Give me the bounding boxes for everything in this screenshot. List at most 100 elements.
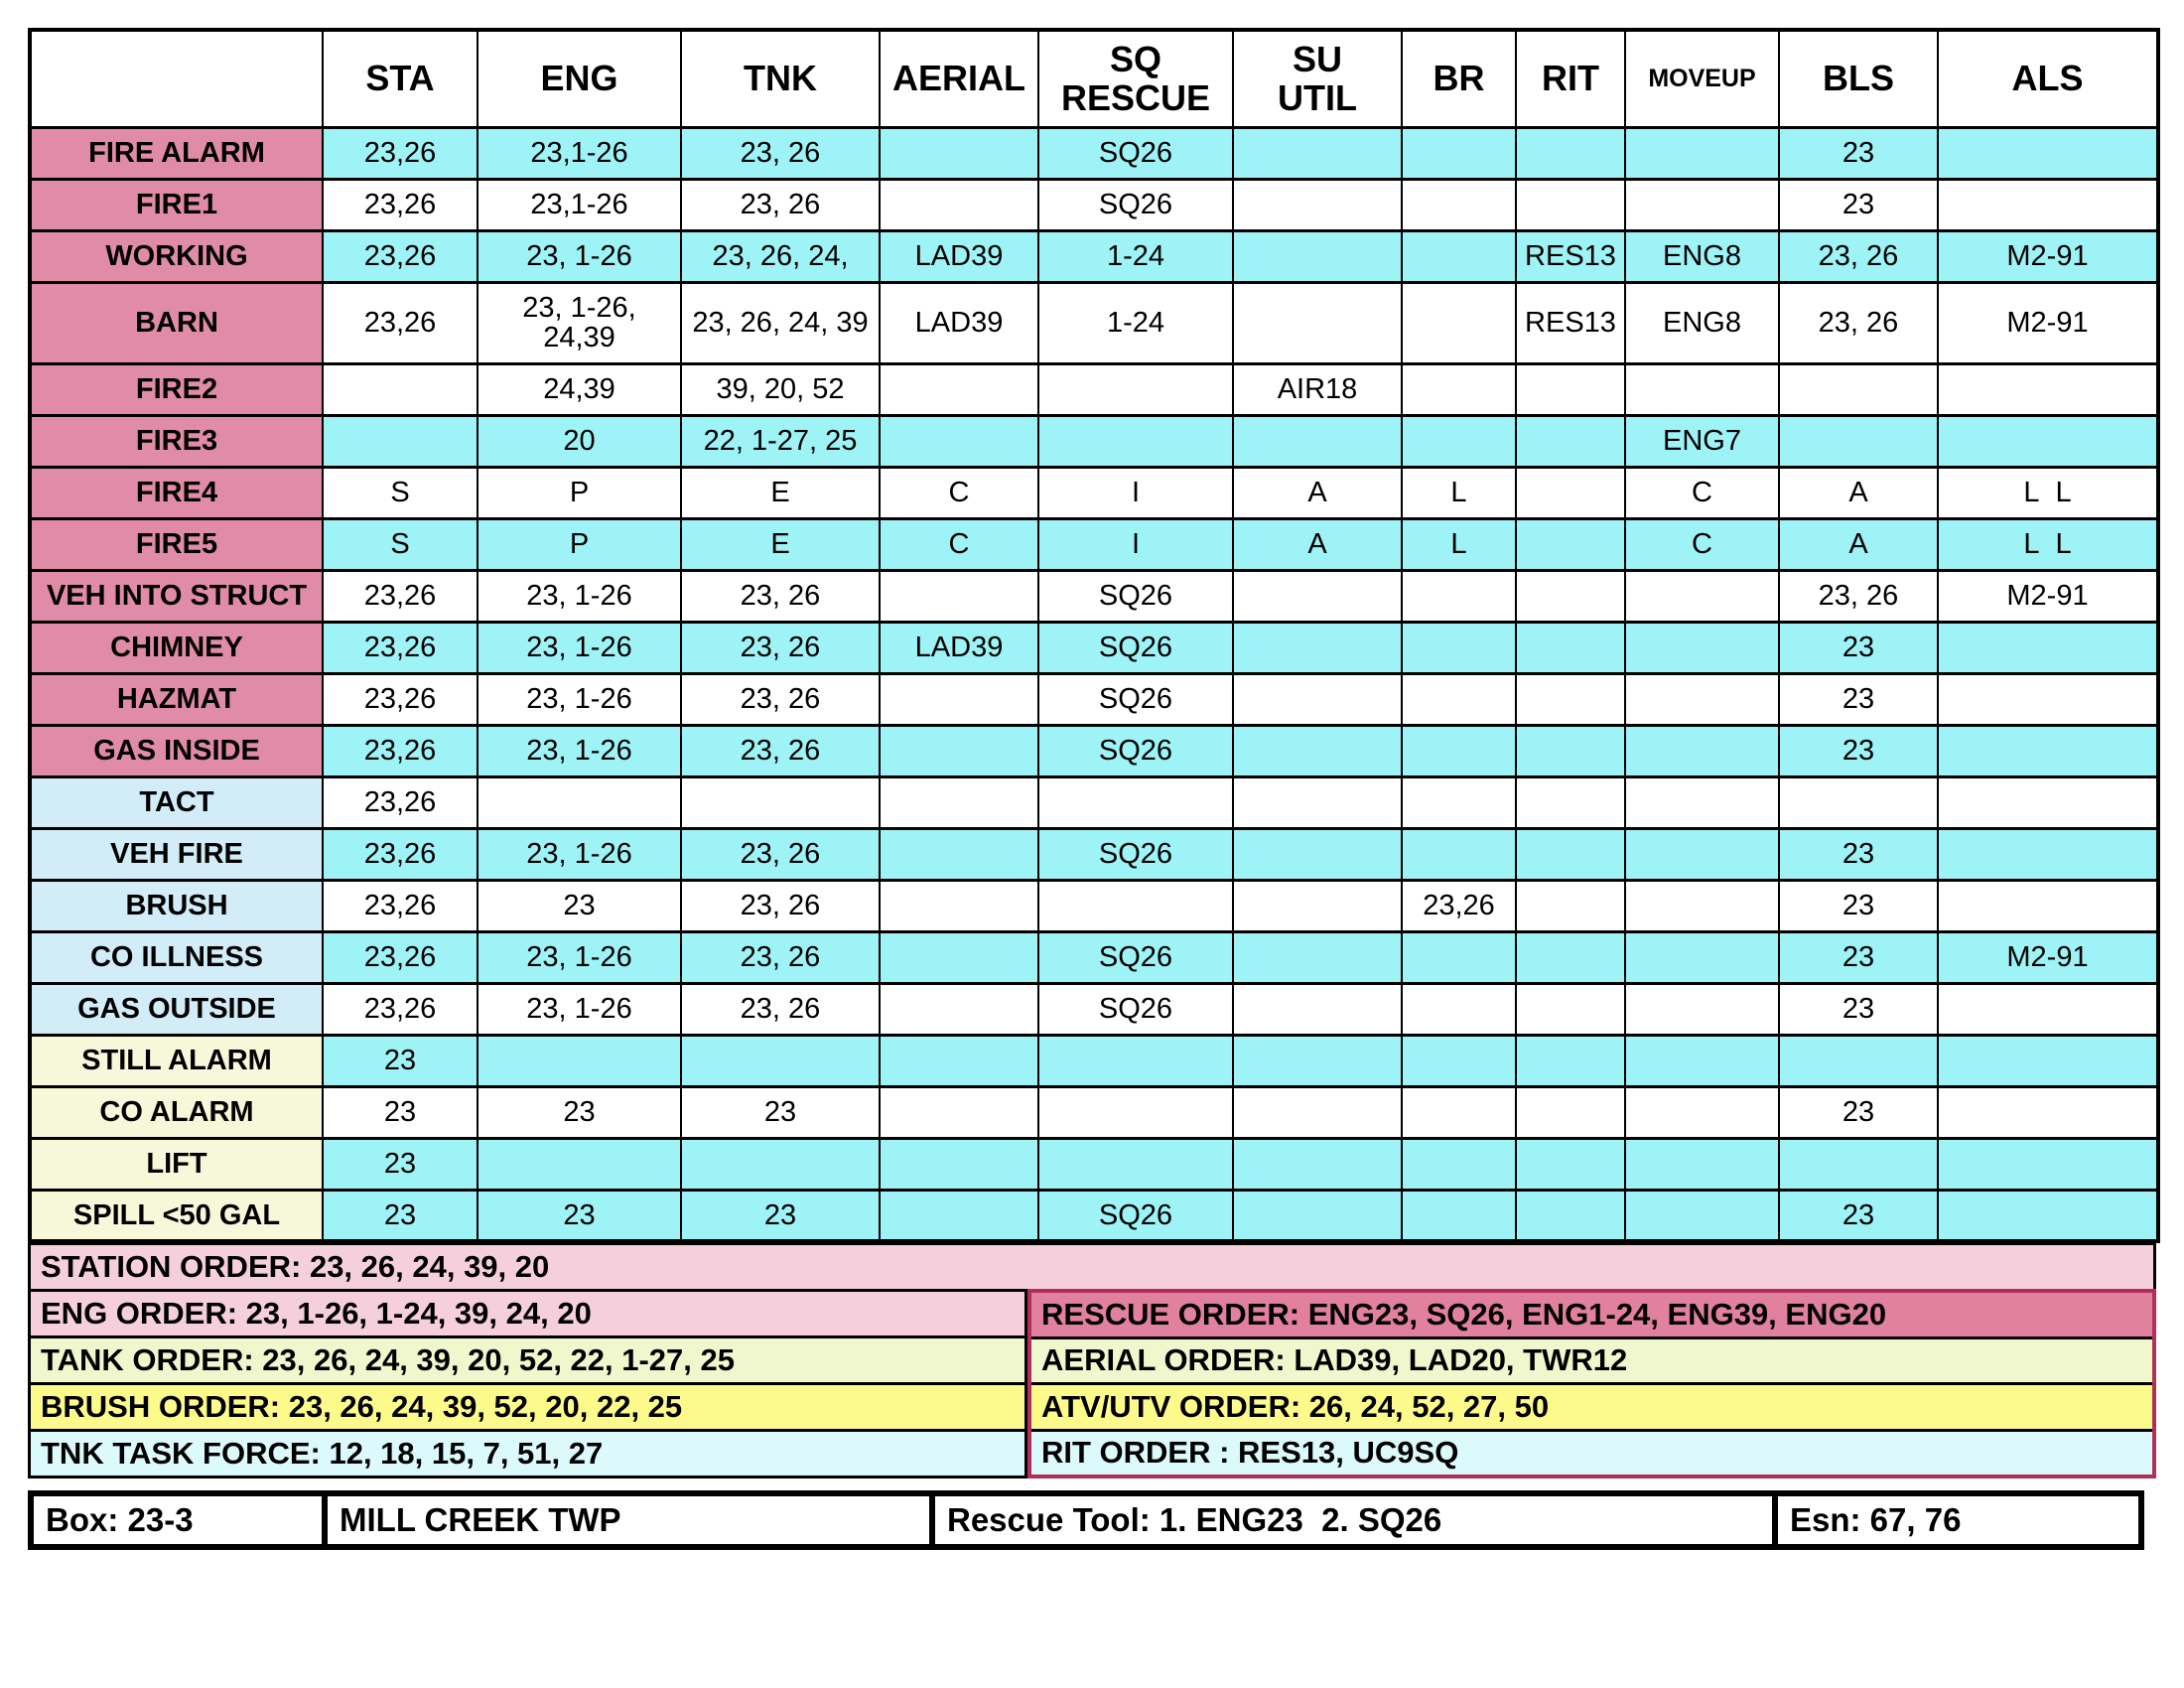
- grid-cell: [1515, 620, 1626, 675]
- grid-cell: [1937, 125, 2159, 181]
- grid-cell: [1624, 177, 1780, 232]
- aerial-order-band: AERIAL ORDER: LAD39, LAD20, TWR12: [1031, 1336, 2152, 1382]
- grid-cell: 23, 26: [1778, 228, 1939, 284]
- grid-cell: [1515, 516, 1626, 572]
- column-header-tnk: TNK: [680, 28, 881, 129]
- grid-cell: [1624, 1188, 1780, 1243]
- grid-cell: 23: [680, 1084, 881, 1140]
- grid-cell: ENG7: [1624, 413, 1780, 469]
- table-row: BARN 23,26 23, 1-26, 24,39 23, 26, 24, 39 LA…: [29, 280, 2159, 365]
- grid-cell: [1624, 125, 1780, 181]
- column-header-moveup: MOVEUP: [1624, 28, 1780, 129]
- grid-cell: [1624, 878, 1780, 933]
- grid-cell: 23, 26: [680, 177, 881, 232]
- grid-cell: [1515, 465, 1626, 520]
- grid-cell: [1515, 774, 1626, 830]
- grid-cell: [680, 1136, 881, 1192]
- row-label: FIRE2: [29, 361, 324, 417]
- grid-cell: [1401, 177, 1517, 232]
- table-row: HAZMAT 23,26 23, 1-26 23, 26 SQ26 23: [29, 671, 2159, 727]
- grid-cell: [477, 1136, 682, 1192]
- grid-cell: AIR18: [1232, 361, 1403, 417]
- grid-cell: 23,26: [322, 981, 478, 1037]
- grid-cell: [1401, 620, 1517, 675]
- grid-cell: [1624, 723, 1780, 778]
- grid-cell: [1624, 1033, 1780, 1088]
- row-label: VEH FIRE: [29, 826, 324, 882]
- grid-cell: [1937, 361, 2159, 417]
- column-header-sq-rescue: SQ RESCUE: [1037, 28, 1234, 129]
- grid-cell: [1232, 228, 1403, 284]
- column-header-sta: STA: [322, 28, 478, 129]
- grid-cell: [1401, 568, 1517, 624]
- grid-cell: [1937, 177, 2159, 232]
- grid-cell: [879, 1084, 1039, 1140]
- grid-cell: [1037, 1033, 1234, 1088]
- grid-cell: M2-91: [1937, 280, 2159, 365]
- grid-cell: [1232, 620, 1403, 675]
- grid-cell: SQ26: [1037, 826, 1234, 882]
- grid-cell: 23, 1-26: [477, 228, 682, 284]
- grid-cell: [680, 1033, 881, 1088]
- grid-cell: [1515, 568, 1626, 624]
- grid-cell: [1515, 929, 1626, 985]
- grid-cell: 23,26: [322, 125, 478, 181]
- grid-cell: 23, 1-26: [477, 826, 682, 882]
- grid-cell: M2-91: [1937, 568, 2159, 624]
- grid-cell: [1037, 413, 1234, 469]
- row-label: LIFT: [29, 1136, 324, 1192]
- row-label: TACT: [29, 774, 324, 830]
- grid-cell: 23,26: [322, 878, 478, 933]
- grid-cell: [477, 774, 682, 830]
- row-label: CO ILLNESS: [29, 929, 324, 985]
- grid-cell: [879, 878, 1039, 933]
- grid-cell: [1515, 177, 1626, 232]
- grid-cell: [1037, 1136, 1234, 1192]
- grid-cell: 23,1-26: [477, 177, 682, 232]
- grid-cell: 23,1-26: [477, 125, 682, 181]
- table-row: STILL ALARM 23: [29, 1033, 2159, 1088]
- grid-cell: [1937, 1084, 2159, 1140]
- grid-cell: [1624, 1136, 1780, 1192]
- grid-cell: [1515, 826, 1626, 882]
- grid-cell: 20: [477, 413, 682, 469]
- grid-cell: [1401, 361, 1517, 417]
- grid-cell: SQ26: [1037, 177, 1234, 232]
- grid-cell: [1515, 1188, 1626, 1243]
- grid-cell: 22, 1-27, 25: [680, 413, 881, 469]
- grid-cell: [1937, 620, 2159, 675]
- order-right-column: RESCUE ORDER: ENG23, SQ26, ENG1-24, ENG3…: [1027, 1289, 2156, 1478]
- grid-cell: [1037, 878, 1234, 933]
- grid-cell: 23: [1778, 1188, 1939, 1243]
- grid-cell: 23,26: [322, 568, 478, 624]
- station-order-band: STATION ORDER: 23, 26, 24, 39, 20: [28, 1242, 2156, 1292]
- brush-order-band: BRUSH ORDER: 23, 26, 24, 39, 52, 20, 22,…: [28, 1382, 1027, 1432]
- grid-cell: C: [879, 516, 1039, 572]
- grid-cell: 24,39: [477, 361, 682, 417]
- row-label: BARN: [29, 280, 324, 365]
- grid-cell: 1-24: [1037, 280, 1234, 365]
- grid-cell: L L: [1937, 516, 2159, 572]
- grid-cell: I: [1037, 516, 1234, 572]
- grid-cell: [1624, 620, 1780, 675]
- grid-cell: [1937, 1033, 2159, 1088]
- order-split-section: ENG ORDER: 23, 1-26, 1-24, 39, 24, 20 TA…: [28, 1289, 2156, 1478]
- table-row: WORKING 23,26 23, 1-26 23, 26, 24, LAD39 1-24…: [29, 228, 2159, 284]
- column-header-row-label: [29, 28, 324, 129]
- grid-cell: 23: [1778, 1084, 1939, 1140]
- column-header-br: BR: [1401, 28, 1517, 129]
- grid-cell: [1232, 177, 1403, 232]
- table-row: VEH FIRE 23,26 23, 1-26 23, 26 SQ26 23: [29, 826, 2159, 882]
- grid-cell: [1232, 280, 1403, 365]
- table-row: TACT 23,26: [29, 774, 2159, 830]
- row-label: FIRE4: [29, 465, 324, 520]
- grid-cell: RES13: [1515, 280, 1626, 365]
- grid-cell: [1515, 413, 1626, 469]
- grid-cell: S: [322, 465, 478, 520]
- grid-cell: 23, 26, 24, 39: [680, 280, 881, 365]
- table-row: GAS INSIDE 23,26 23, 1-26 23, 26 SQ26 23: [29, 723, 2159, 778]
- grid-cell: 23: [322, 1188, 478, 1243]
- grid-cell: [1937, 723, 2159, 778]
- grid-cell: E: [680, 465, 881, 520]
- grid-cell: A: [1232, 465, 1403, 520]
